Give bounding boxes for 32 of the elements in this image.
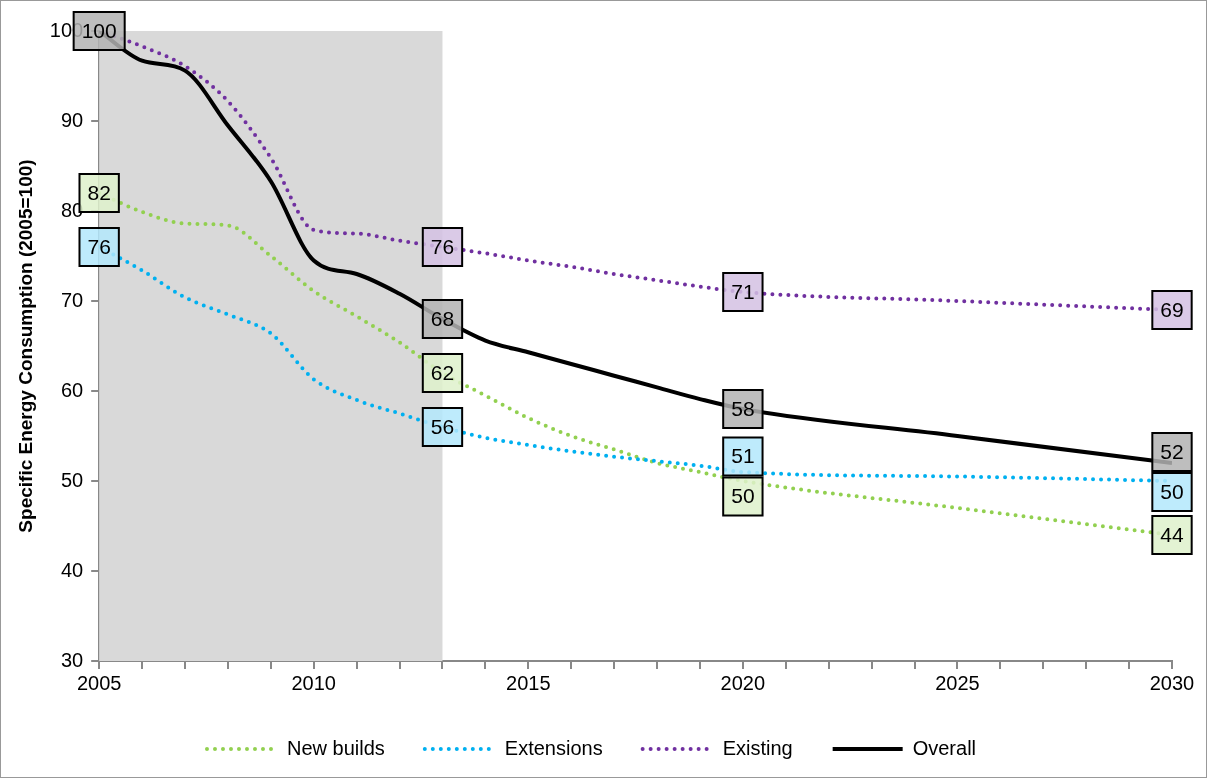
x-tick-label: 2015 <box>506 671 551 694</box>
x-tick-label: 2030 <box>1149 671 1195 694</box>
legend-label: Existing <box>722 736 793 759</box>
data-label: 76 <box>87 234 111 258</box>
legend-label: New builds <box>286 736 385 759</box>
y-tick-label: 90 <box>60 108 84 131</box>
x-tick-label: 2010 <box>291 671 336 694</box>
data-label: 44 <box>1160 522 1184 546</box>
y-tick-label: 50 <box>60 468 84 491</box>
y-tick-label: 40 <box>60 558 84 581</box>
data-label: 50 <box>1160 479 1184 503</box>
data-label: 68 <box>430 306 455 330</box>
data-label: 52 <box>1160 439 1184 463</box>
legend-label: Extensions <box>504 736 603 759</box>
data-label: 82 <box>87 180 111 204</box>
data-label: 58 <box>731 396 755 420</box>
y-tick-label: 70 <box>60 288 84 311</box>
legend-label: Overall <box>912 736 977 759</box>
x-tick-label: 2005 <box>76 671 122 694</box>
x-tick-label: 2025 <box>935 671 980 694</box>
data-label: 71 <box>731 279 755 303</box>
x-tick-label: 2020 <box>720 671 766 694</box>
y-tick-label: 30 <box>60 648 84 671</box>
data-label: 69 <box>1160 297 1184 321</box>
y-tick-label: 60 <box>60 378 84 401</box>
data-label: 56 <box>430 414 455 438</box>
data-label: 50 <box>731 484 755 508</box>
data-label: 100 <box>81 18 117 42</box>
y-axis-title: Specific Energy Consumption (2005=100) <box>14 159 36 533</box>
data-label: 62 <box>430 360 455 384</box>
data-label: 76 <box>430 234 455 258</box>
data-label: 51 <box>731 444 755 468</box>
